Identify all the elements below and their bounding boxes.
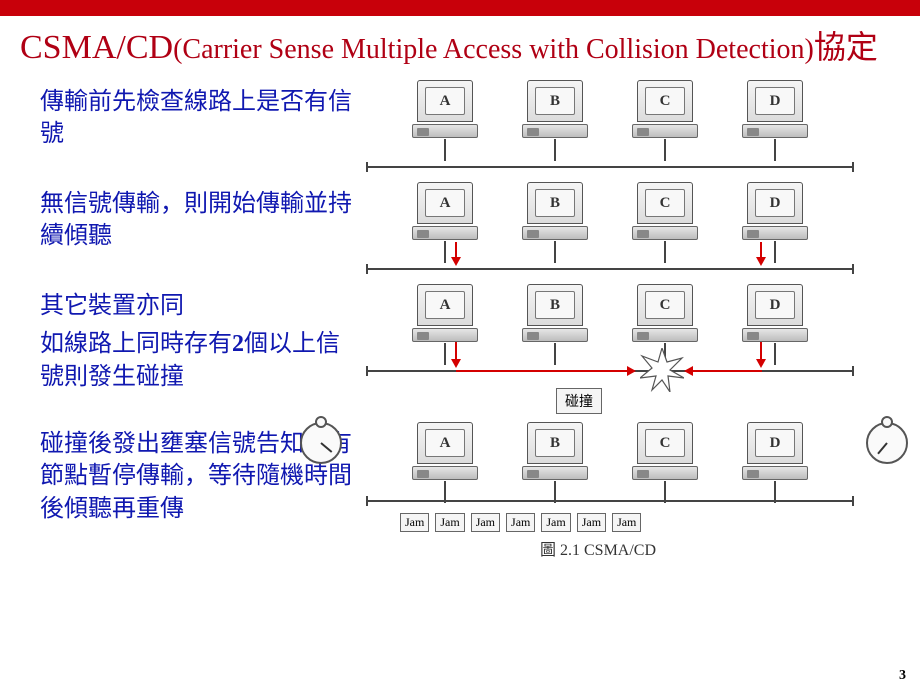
top-accent-bar — [0, 0, 920, 16]
jam-signal-box: Jam — [400, 513, 429, 532]
slide-title: CSMA/CD(Carrier Sense Multiple Access wi… — [0, 16, 920, 72]
jam-row: Jam Jam Jam Jam Jam Jam Jam — [400, 513, 641, 532]
computer-icon: C — [629, 422, 701, 503]
computer-icon: C — [629, 80, 701, 161]
computer-icon: A — [409, 182, 481, 263]
title-main: CSMA/CD — [20, 29, 173, 66]
step-3-text-a: 其它裝置亦同 — [40, 290, 360, 322]
computer-icon: D — [739, 284, 811, 365]
collision-arrow-icon — [456, 370, 634, 372]
step-2: 無信號傳輸，則開始傳輸並持續傾聽 ABCD — [40, 182, 910, 274]
computer-icon: D — [739, 182, 811, 263]
computer-icon: B — [519, 422, 591, 503]
jam-signal-box: Jam — [577, 513, 606, 532]
computer-icon: D — [739, 422, 811, 503]
backoff-timer-right-icon — [866, 422, 908, 464]
step-2-text: 無信號傳輸，則開始傳輸並持續傾聽 — [40, 182, 360, 253]
send-arrow-icon — [455, 242, 457, 264]
backoff-timer-left-icon — [300, 422, 342, 464]
title-suffix: 協定 — [814, 29, 878, 65]
computer-icon: D — [739, 80, 811, 161]
computer-icon: A — [409, 422, 481, 503]
jam-signal-box: Jam — [506, 513, 535, 532]
jam-signal-box: Jam — [612, 513, 641, 532]
send-arrow-icon — [760, 242, 762, 264]
step-1-text: 傳輸前先檢查線路上是否有信號 — [40, 80, 360, 151]
computer-icon: A — [409, 284, 481, 365]
step-2-diagram: ABCD — [360, 182, 910, 274]
step-1: 傳輸前先檢查線路上是否有信號 ABCD — [40, 80, 910, 172]
step-3-text: 其它裝置亦同 如線路上同時存有2個以上信號則發生碰撞 — [40, 284, 360, 393]
step-4: 碰撞後發出壅塞信號告知所有節點暫停傳輸，等待隨機時間後傾聽再重傳 ABCD Ja… — [40, 422, 910, 542]
content-area: 傳輸前先檢查線路上是否有信號 ABCD 無信號傳輸，則開始傳輸並持續傾聽 ABC… — [0, 72, 920, 552]
computer-icon: B — [519, 284, 591, 365]
page-number: 3 — [899, 668, 906, 684]
send-arrow-icon — [760, 342, 762, 366]
step-1-diagram: ABCD — [360, 80, 910, 172]
computer-icon: A — [409, 80, 481, 161]
jam-signal-box: Jam — [471, 513, 500, 532]
step-3-diagram: ABCD 碰撞 — [360, 284, 910, 394]
jam-signal-box: Jam — [435, 513, 464, 532]
figure-caption: 圖 2.1 CSMA/CD — [540, 536, 656, 560]
step-4-diagram: ABCD JamJamJamJamJamJamJam 圖 2.1 CSMA/CD — [360, 422, 910, 542]
step-3: 其它裝置亦同 如線路上同時存有2個以上信號則發生碰撞 ABCD 碰撞 — [40, 284, 910, 394]
collision-arrow-icon — [686, 370, 762, 372]
collision-icon — [640, 348, 684, 392]
computer-icon: B — [519, 182, 591, 263]
computer-icon: C — [629, 182, 701, 263]
title-sub: (Carrier Sense Multiple Access with Coll… — [173, 34, 814, 65]
collision-label: 碰撞 — [556, 388, 602, 414]
step-3-text-b: 如線路上同時存有2個以上信號則發生碰撞 — [40, 328, 360, 393]
send-arrow-icon — [455, 342, 457, 366]
computer-icon: B — [519, 80, 591, 161]
jam-signal-box: Jam — [541, 513, 570, 532]
